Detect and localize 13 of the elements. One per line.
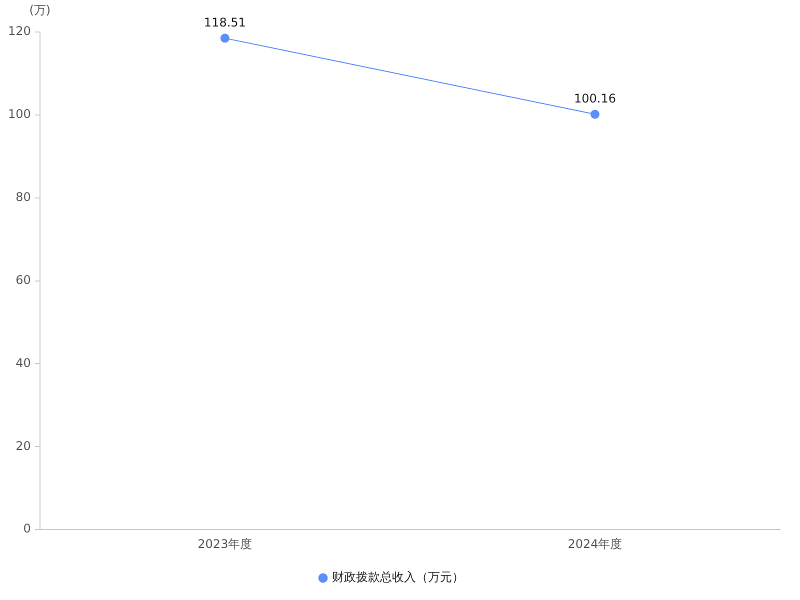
x-tick-label: 2024年度 [568,536,622,551]
y-tick-label: 80 [16,190,31,204]
legend-label: 财政拨款总收入（万元） [332,570,464,584]
y-axis-title: (万) [29,3,51,18]
y-tick-label: 60 [16,272,31,287]
data-label: 100.16 [574,91,616,106]
y-tick-label: 40 [16,356,31,370]
x-tick-label: 2023年度 [198,536,252,551]
y-tick-label: 20 [16,438,31,453]
y-tick-label: 120 [8,24,31,38]
data-label: 118.51 [204,15,246,30]
y-tick-label: 100 [8,107,31,122]
y-tick-label: 0 [23,522,31,536]
